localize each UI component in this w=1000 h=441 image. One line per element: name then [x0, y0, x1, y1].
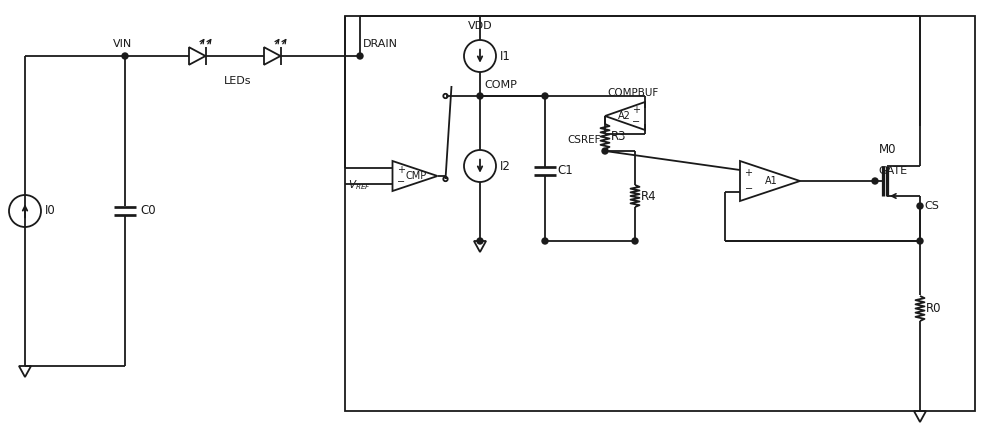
- Circle shape: [477, 93, 483, 99]
- Text: COMP: COMP: [484, 80, 517, 90]
- Text: R0: R0: [926, 302, 942, 315]
- Text: R4: R4: [641, 190, 657, 202]
- Text: CSREF: CSREF: [568, 135, 601, 145]
- Text: R3: R3: [611, 130, 626, 143]
- Text: −: −: [744, 184, 753, 194]
- Text: C0: C0: [140, 205, 156, 217]
- Circle shape: [122, 53, 128, 59]
- Text: DRAIN: DRAIN: [363, 39, 398, 49]
- Text: −: −: [632, 116, 640, 127]
- Text: M0: M0: [879, 143, 897, 156]
- Text: +: +: [397, 165, 405, 175]
- Text: LEDs: LEDs: [224, 76, 251, 86]
- Text: GATE: GATE: [878, 166, 907, 176]
- Text: CMP: CMP: [405, 171, 427, 181]
- Text: CS: CS: [924, 201, 939, 211]
- Circle shape: [602, 148, 608, 154]
- Circle shape: [542, 238, 548, 244]
- Bar: [345, 16, 975, 411]
- Text: A1: A1: [765, 176, 777, 186]
- Text: +: +: [633, 105, 640, 116]
- Circle shape: [632, 238, 638, 244]
- Text: C1: C1: [557, 164, 573, 177]
- Text: A2: A2: [618, 111, 630, 121]
- Text: VIN: VIN: [113, 39, 133, 49]
- Text: VDD: VDD: [468, 21, 493, 31]
- Text: −: −: [397, 177, 405, 187]
- Circle shape: [872, 178, 878, 184]
- Circle shape: [917, 203, 923, 209]
- Circle shape: [357, 53, 363, 59]
- Circle shape: [917, 238, 923, 244]
- Text: I1: I1: [500, 49, 511, 63]
- Circle shape: [542, 93, 548, 99]
- Text: I2: I2: [500, 160, 511, 172]
- Text: I0: I0: [45, 205, 56, 217]
- Text: $V_{REF}$: $V_{REF}$: [348, 178, 371, 192]
- Circle shape: [477, 238, 483, 244]
- Text: COMPBUF: COMPBUF: [607, 88, 658, 98]
- Text: +: +: [744, 168, 753, 178]
